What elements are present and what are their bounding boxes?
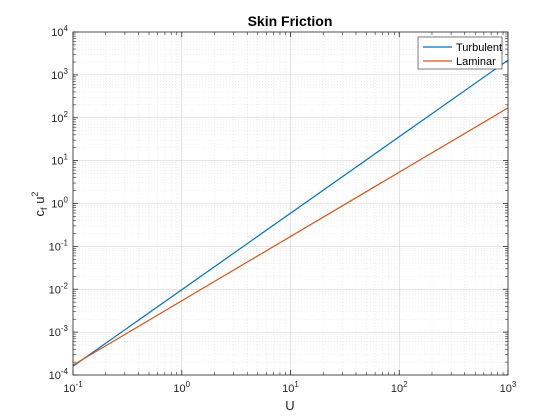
legend-box (417, 36, 503, 70)
x-tick-label: 102 (391, 380, 408, 395)
y-tick-label: 104 (51, 24, 68, 39)
x-tick-label: 10-1 (63, 380, 83, 395)
y-tick-label: 100 (51, 196, 68, 211)
y-tick-label: 102 (51, 110, 68, 125)
x-tick-label: 101 (282, 380, 299, 395)
series-layer (72, 59, 509, 367)
y-axis-label: cf u2 (30, 192, 49, 217)
y-tick-label: 103 (51, 67, 68, 82)
y-tick-label: 10-3 (49, 324, 69, 339)
x-axis-label: U (285, 398, 294, 413)
legend: Turbulent Laminar (417, 36, 503, 70)
y-tick-label: 10-2 (49, 281, 69, 296)
series-line-laminar (72, 107, 509, 366)
legend-label-laminar: Laminar (456, 56, 496, 68)
y-tick-label: 101 (51, 153, 68, 168)
y-tick-labels: 10-4 10-3 10-2 10-1 100 101 102 103 104 (49, 24, 69, 382)
y-tick-label: 10-4 (49, 367, 69, 382)
series-line-turbulent (72, 59, 509, 367)
x-tick-labels: 10-1 100 101 102 103 (63, 380, 517, 395)
tick-marks (72, 31, 509, 376)
legend-label-turbulent: Turbulent (456, 42, 502, 54)
chart-title: Skin Friction (248, 13, 333, 29)
x-tick-label: 100 (173, 380, 190, 395)
x-tick-label: 103 (500, 380, 517, 395)
y-tick-label: 10-1 (49, 238, 69, 253)
